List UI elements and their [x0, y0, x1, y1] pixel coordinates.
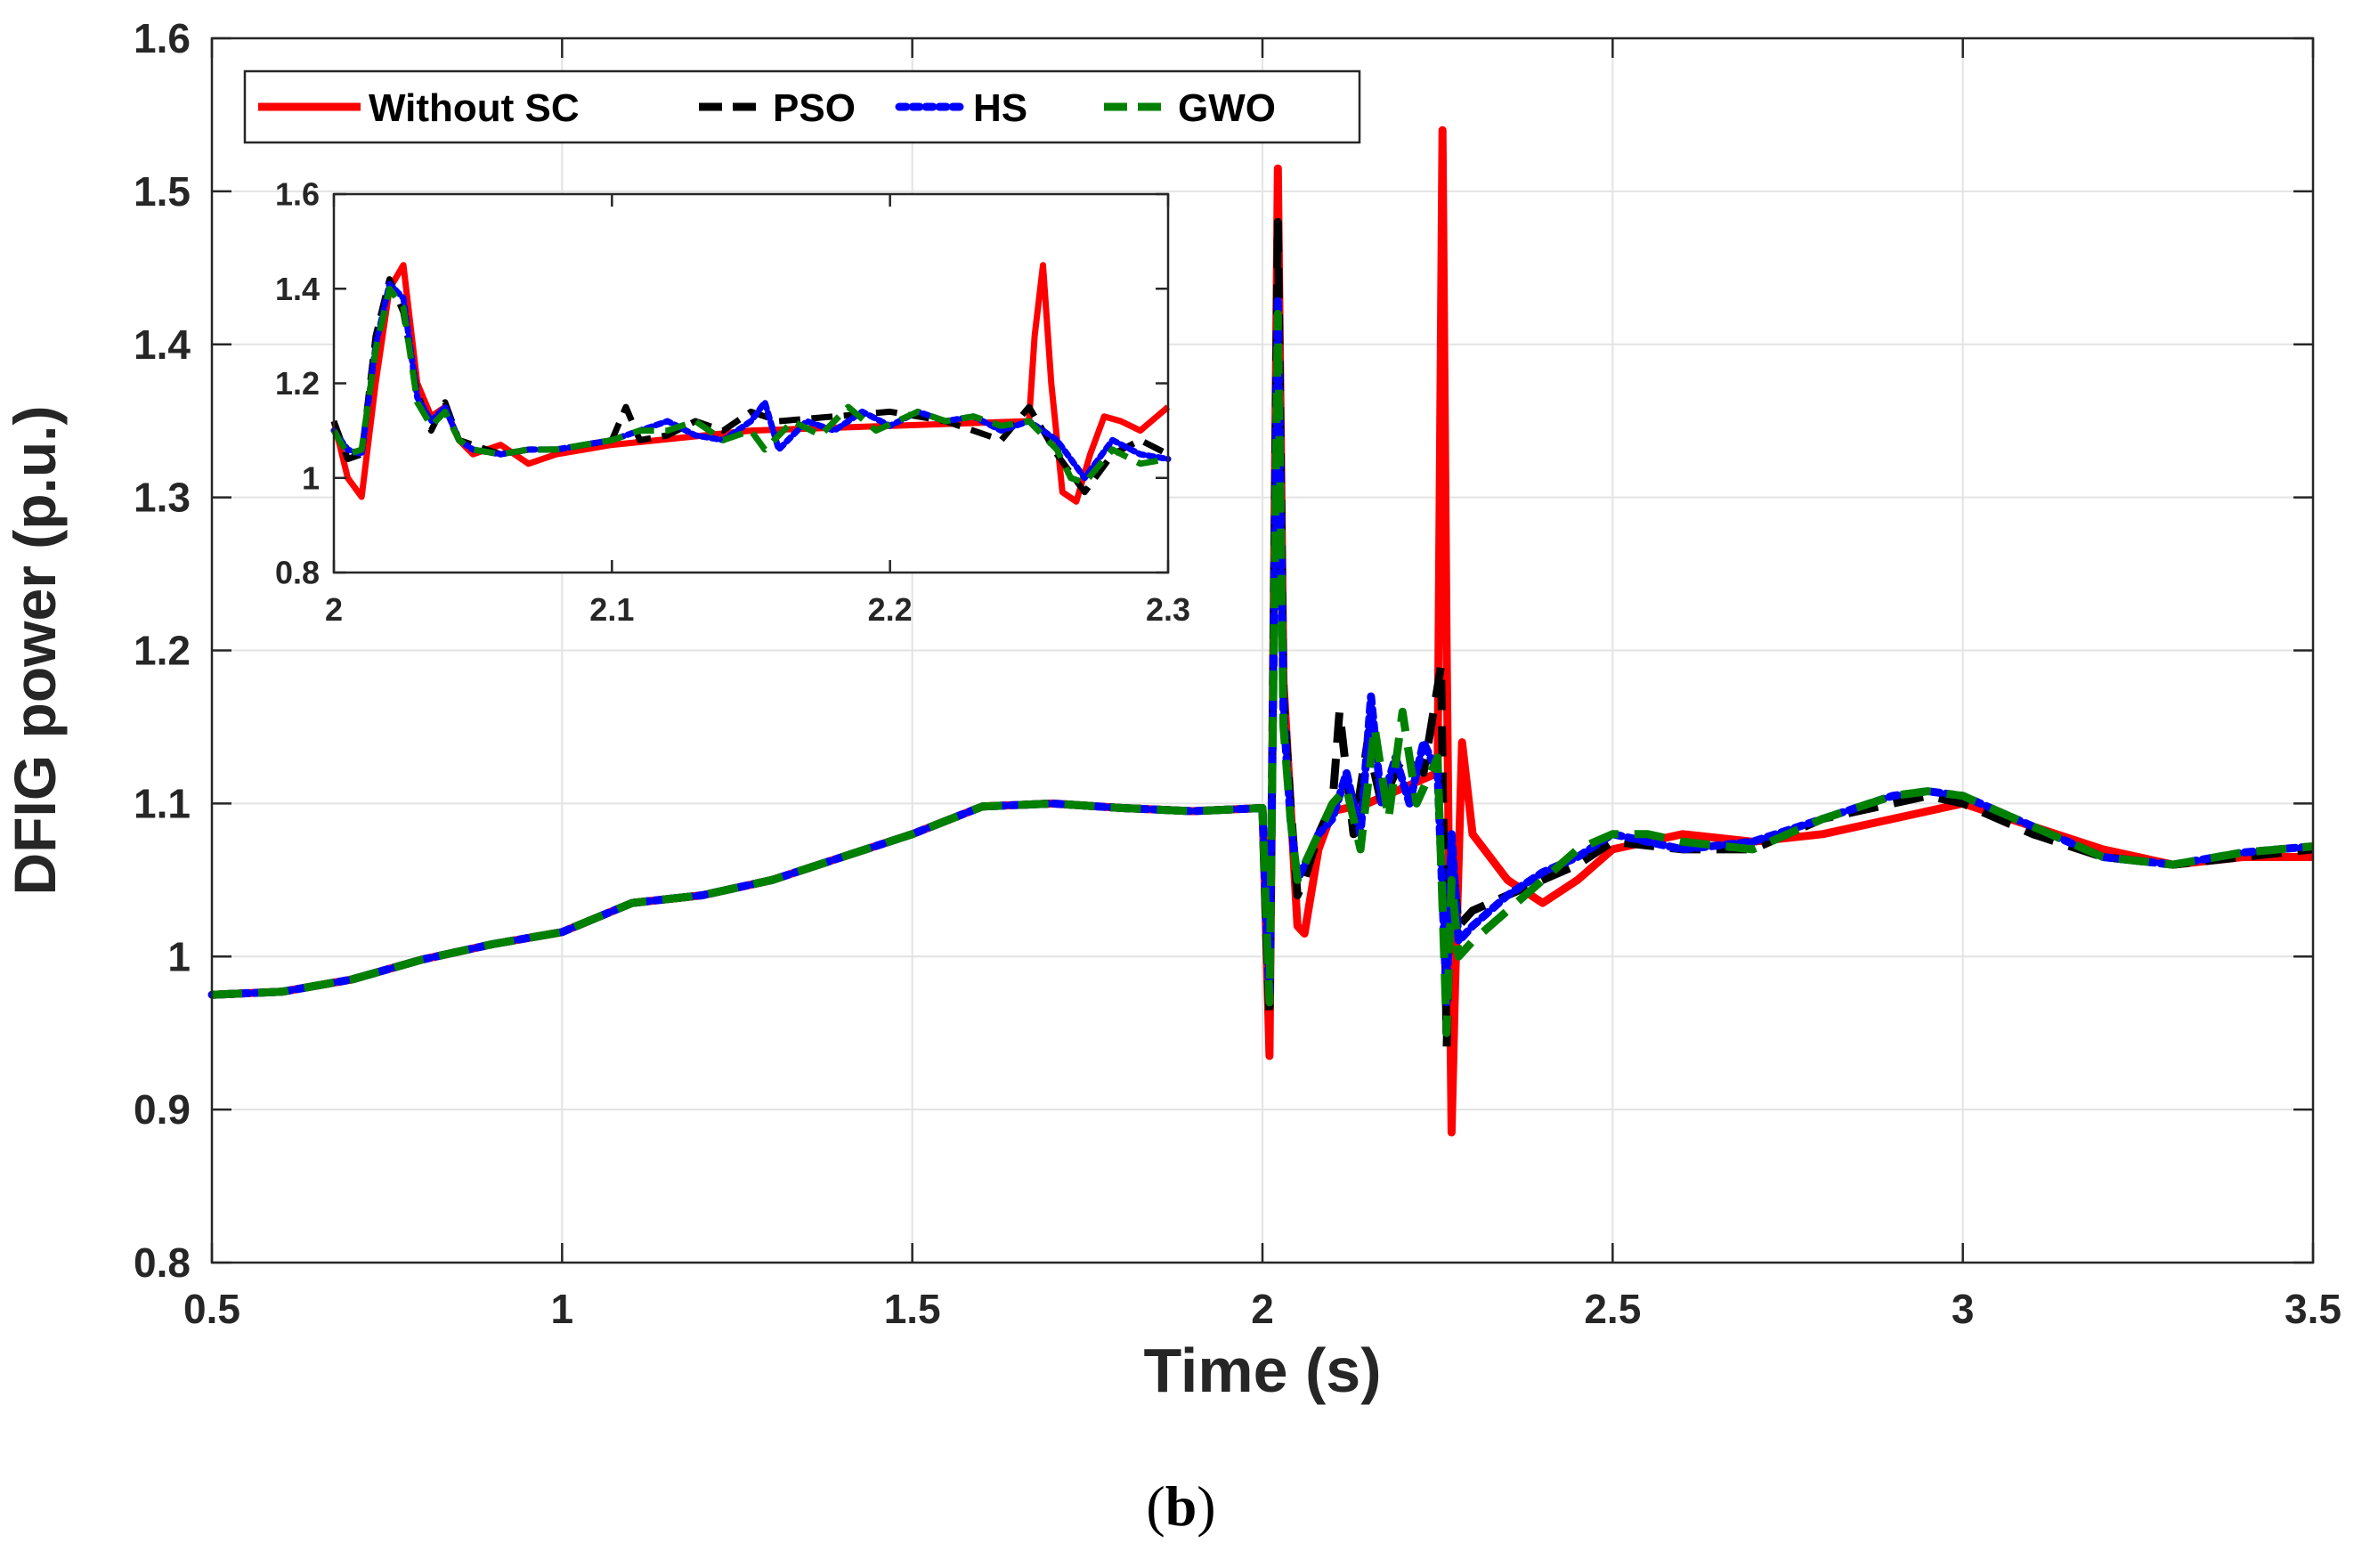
inset-y-tick-label: 1 — [302, 459, 320, 496]
y-tick-label: 1.3 — [134, 475, 191, 521]
legend-label-gwo: GWO — [1178, 86, 1276, 130]
figure-caption: (b) — [0, 1474, 2362, 1540]
y-tick-label: 1.4 — [134, 321, 191, 368]
x-tick-label: 2 — [1251, 1286, 1274, 1332]
x-tick-label: 1.5 — [884, 1286, 941, 1332]
inset-x-tick-label: 2.2 — [868, 591, 913, 628]
y-tick-label: 0.8 — [134, 1239, 191, 1286]
inset-x-tick-label: 2.1 — [589, 591, 634, 628]
inset-x-tick-label: 2 — [325, 591, 343, 628]
inset-y-tick-label: 1.6 — [275, 176, 320, 213]
x-tick-label: 0.5 — [183, 1286, 240, 1332]
caption-label: b — [1165, 1475, 1197, 1538]
y-axis-title: DFIG power (p.u.) — [2, 406, 68, 896]
y-tick-label: 1.5 — [134, 168, 191, 215]
x-tick-label: 3.5 — [2285, 1286, 2342, 1332]
x-axis-title: Time (s) — [1143, 1336, 1381, 1405]
legend-label-hs: HS — [973, 86, 1027, 130]
figure: 0.5 1 1.5 2 2.5 3 3.5 0.8 0.9 1 1.1 1.2 1.3 1.4 1.5 1.6… — [2, 15, 2342, 1405]
y-tick-label: 1.2 — [134, 628, 191, 674]
legend-label-pso: PSO — [773, 86, 856, 130]
y-tick-label: 1 — [167, 933, 191, 979]
series-gwo — [211, 309, 2314, 1037]
inset-y-tick-label: 1.4 — [275, 271, 320, 307]
legend: Without SC PSO HS GWO — [243, 69, 1361, 144]
inset-plot: 2 2.1 2.2 2.3 0.8 1 1.2 1.4 1.6 — [275, 176, 1190, 628]
inset-x-tick-label: 2.3 — [1146, 591, 1190, 628]
y-tick-label: 0.9 — [134, 1086, 191, 1133]
inset-y-tick-label: 0.8 — [275, 555, 320, 591]
inset-series-line-3 — [330, 280, 1172, 482]
legend-label-without-sc: Without SC — [369, 86, 580, 130]
y-tick-label: 1.1 — [134, 780, 191, 826]
x-tick-label: 1 — [551, 1286, 574, 1332]
caption-open: ( — [1146, 1475, 1165, 1538]
legend-box — [243, 69, 1361, 144]
inset-plot-area — [334, 194, 1168, 573]
inset-series-line-4 — [330, 285, 1169, 486]
inset-y-tick-label: 1.2 — [275, 365, 320, 402]
x-tick-label: 3 — [1952, 1286, 1975, 1332]
y-tick-label: 1.6 — [134, 15, 191, 61]
x-tick-label: 2.5 — [1584, 1286, 1641, 1332]
caption-close: ) — [1197, 1475, 1216, 1538]
